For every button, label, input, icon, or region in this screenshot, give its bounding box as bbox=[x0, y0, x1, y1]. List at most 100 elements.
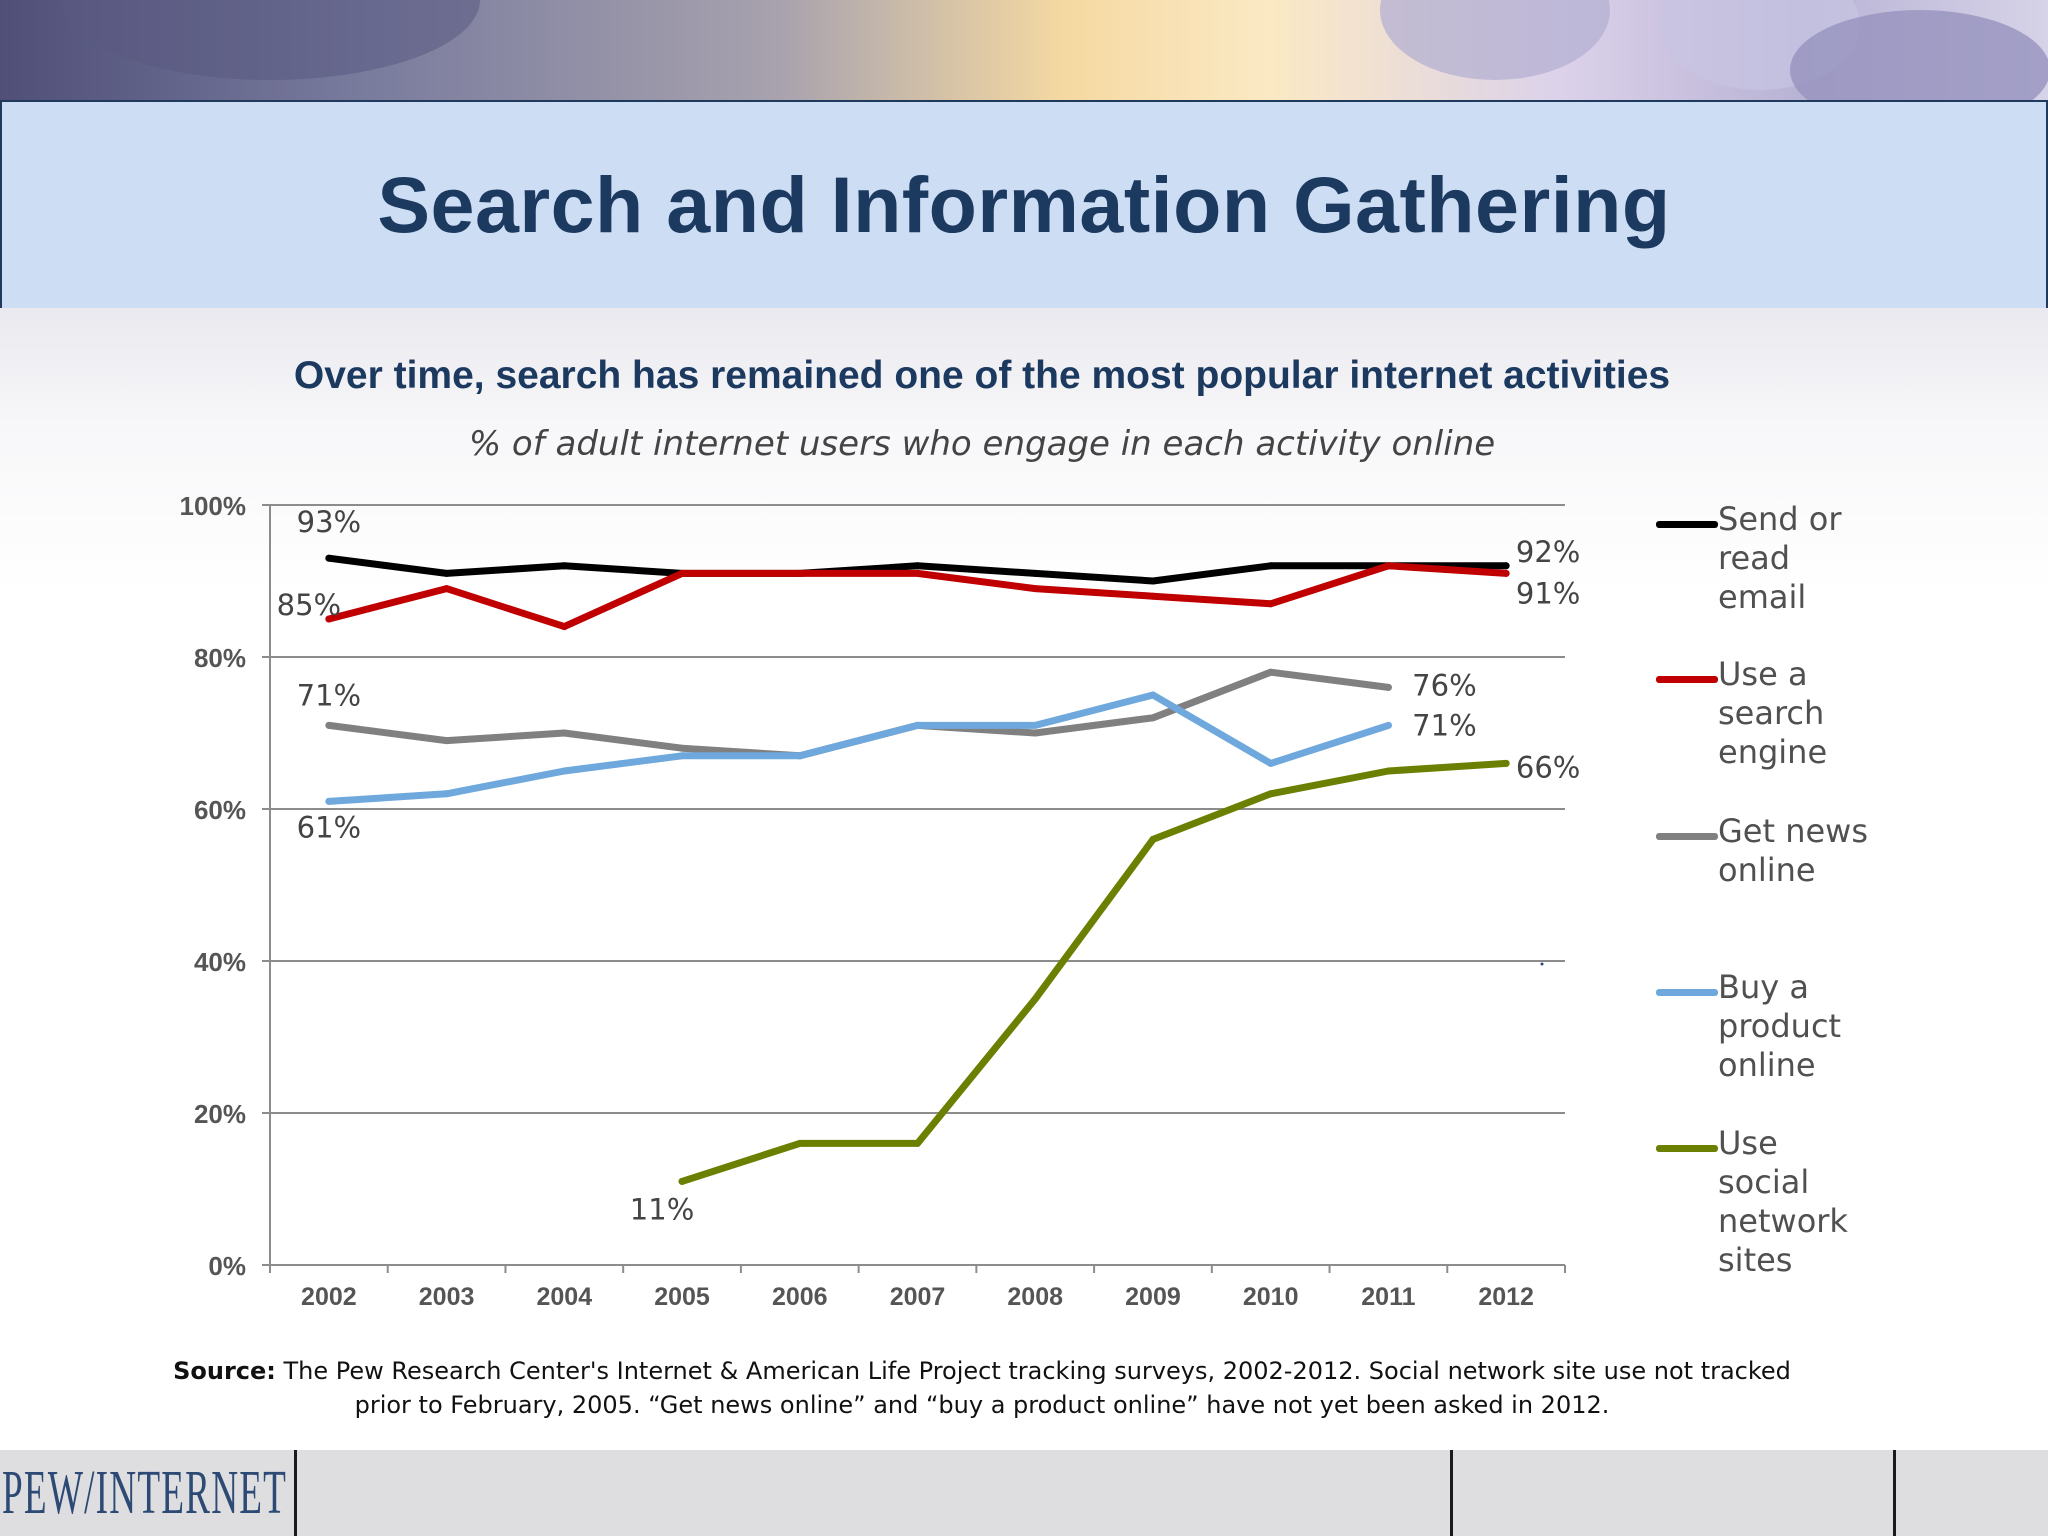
legend-label-line: Buy a bbox=[1718, 968, 1809, 1006]
line-chart: 0% 20% 40% 60% 80% 100% 2002 2003 2004 2005 2006 20… bbox=[180, 491, 1581, 1311]
data-point-get-news-online bbox=[1031, 729, 1039, 737]
data-point-send-or-read-email bbox=[914, 562, 921, 570]
slide-title: Search and Information Gathering bbox=[377, 160, 1671, 249]
source-label: Source: bbox=[173, 1357, 276, 1385]
data-point-get-news-online bbox=[678, 744, 686, 752]
data-label: 91% bbox=[1516, 576, 1580, 610]
data-point-use-social-network-sites bbox=[1149, 835, 1157, 843]
legend-item: Use social network sites bbox=[1656, 1124, 1938, 1280]
legend-label-line: online bbox=[1718, 1046, 1816, 1084]
legend-label-line: read bbox=[1718, 539, 1791, 577]
x-tick-label: 2003 bbox=[419, 1283, 475, 1311]
legend-item: Buy a product online bbox=[1656, 968, 1938, 1085]
footer-divider bbox=[1893, 1450, 1896, 1536]
x-tick-label: 2011 bbox=[1361, 1283, 1415, 1311]
legend-item: Get news online bbox=[1656, 812, 1938, 890]
keypad-key-shape bbox=[1380, 0, 1610, 80]
header-photo bbox=[0, 0, 2048, 102]
legend-label-line: social bbox=[1718, 1163, 1810, 1201]
data-point-get-news-online bbox=[560, 729, 568, 737]
legend-label-line: sites bbox=[1718, 1241, 1793, 1279]
legend-label: Send or read email bbox=[1718, 500, 1938, 617]
data-point-send-or-read-email bbox=[325, 554, 333, 562]
data-point-get-news-online bbox=[443, 737, 451, 745]
data-point-use-a-search-engine bbox=[1267, 600, 1275, 608]
chart-title: Over time, search has remained one of th… bbox=[293, 354, 1671, 397]
data-point-buy-a-product-online bbox=[796, 752, 804, 760]
data-point-get-news-online bbox=[1149, 714, 1157, 722]
x-tick-label: 2007 bbox=[890, 1283, 946, 1311]
footer-bar: PEW/INTERNET bbox=[0, 1450, 2048, 1536]
data-point-use-a-search-engine bbox=[443, 585, 451, 593]
data-point-send-or-read-email bbox=[560, 562, 568, 570]
legend-label-line: product bbox=[1718, 1007, 1842, 1045]
data-point-send-or-read-email bbox=[443, 569, 451, 577]
data-point-use-a-search-engine bbox=[796, 569, 804, 577]
title-band: Search and Information Gathering bbox=[0, 100, 2048, 310]
data-point-buy-a-product-online bbox=[1031, 721, 1039, 729]
legend-label-line: search bbox=[1718, 694, 1825, 732]
data-point-use-social-network-sites bbox=[796, 1139, 804, 1147]
data-point-get-news-online bbox=[1267, 668, 1275, 676]
legend-label-line: network bbox=[1718, 1202, 1848, 1240]
data-point-use-social-network-sites bbox=[1502, 759, 1510, 767]
x-tick-label: 2004 bbox=[537, 1283, 593, 1311]
data-point-use-a-search-engine bbox=[1149, 592, 1157, 600]
data-point-buy-a-product-online bbox=[1384, 721, 1392, 729]
data-label: 66% bbox=[1516, 750, 1580, 784]
data-point-buy-a-product-online bbox=[560, 767, 568, 775]
data-point-use-a-search-engine bbox=[1031, 585, 1039, 593]
data-point-send-or-read-email bbox=[1149, 577, 1157, 585]
data-point-use-social-network-sites bbox=[678, 1177, 686, 1185]
x-tick-label: 2002 bbox=[301, 1283, 357, 1311]
legend-label-line: Get news bbox=[1718, 812, 1869, 850]
data-label: 92% bbox=[1516, 535, 1580, 569]
x-tick-label: 2005 bbox=[654, 1283, 710, 1311]
data-point-use-social-network-sites bbox=[1031, 995, 1039, 1003]
footer-divider bbox=[294, 1450, 297, 1536]
data-point-get-news-online bbox=[1384, 683, 1392, 691]
data-label: 85% bbox=[277, 588, 341, 622]
stray-mark bbox=[1540, 962, 1544, 966]
legend-swatch bbox=[1656, 1145, 1718, 1152]
content-background bbox=[0, 308, 2048, 1448]
legend-swatch bbox=[1656, 833, 1718, 840]
series-line-send-or-read-email bbox=[325, 554, 1510, 585]
y-tick-label: 20% bbox=[194, 1099, 246, 1129]
data-point-use-social-network-sites bbox=[1267, 790, 1275, 798]
data-point-send-or-read-email bbox=[1502, 562, 1510, 570]
legend-label: Get news online bbox=[1718, 812, 1938, 890]
data-point-use-a-search-engine bbox=[325, 615, 333, 623]
y-tick-label: 60% bbox=[194, 795, 246, 825]
source-note: Source: The Pew Research Center's Intern… bbox=[150, 1354, 1814, 1422]
series-line-buy-a-product-online bbox=[325, 691, 1392, 805]
legend-label: Buy a product online bbox=[1718, 968, 1938, 1085]
legend-label: Use a search engine bbox=[1718, 655, 1938, 772]
legend-item: Use a search engine bbox=[1656, 655, 1938, 772]
y-tick-label: 0% bbox=[208, 1251, 246, 1281]
data-point-use-a-search-engine bbox=[1502, 569, 1510, 577]
legend-label-line: Use bbox=[1718, 1124, 1778, 1162]
x-tick-label: 2010 bbox=[1243, 1283, 1299, 1311]
data-label: 71% bbox=[297, 678, 361, 712]
data-label: 76% bbox=[1412, 668, 1476, 702]
pew-internet-logo: PEW/INTERNET bbox=[0, 1450, 290, 1536]
data-point-use-social-network-sites bbox=[1384, 767, 1392, 775]
x-tick-label: 2008 bbox=[1007, 1283, 1063, 1311]
data-point-use-a-search-engine bbox=[560, 623, 568, 631]
legend-swatch bbox=[1656, 676, 1718, 683]
x-tick-label: 2006 bbox=[772, 1283, 828, 1311]
data-point-buy-a-product-online bbox=[1149, 691, 1157, 699]
legend-label-line: Use a bbox=[1718, 655, 1808, 693]
x-tick-label: 2012 bbox=[1478, 1283, 1534, 1311]
keypad-key-shape bbox=[1790, 10, 2048, 102]
legend-label-line: engine bbox=[1718, 733, 1828, 771]
data-point-send-or-read-email bbox=[1031, 569, 1039, 577]
data-point-use-a-search-engine bbox=[914, 569, 921, 577]
data-label: 71% bbox=[1412, 708, 1476, 742]
data-label: 93% bbox=[297, 505, 361, 539]
legend-label-line: email bbox=[1718, 578, 1807, 616]
data-label: 11% bbox=[630, 1192, 694, 1226]
legend-label: Use social network sites bbox=[1718, 1124, 1938, 1280]
y-tick-label: 100% bbox=[180, 491, 247, 521]
